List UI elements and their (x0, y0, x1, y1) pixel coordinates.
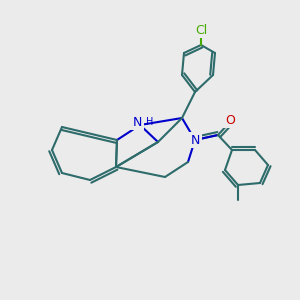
Text: N: N (190, 134, 200, 146)
Text: O: O (225, 113, 235, 127)
Text: H: H (146, 117, 153, 127)
Text: N: N (132, 116, 142, 128)
Text: Cl: Cl (195, 23, 207, 37)
